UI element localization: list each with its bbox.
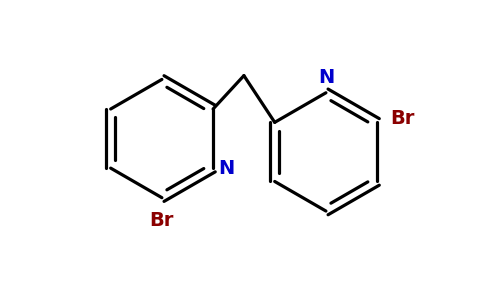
Text: Br: Br bbox=[150, 211, 174, 230]
Text: N: N bbox=[318, 68, 334, 87]
Text: Br: Br bbox=[391, 109, 415, 128]
Text: N: N bbox=[218, 159, 234, 178]
